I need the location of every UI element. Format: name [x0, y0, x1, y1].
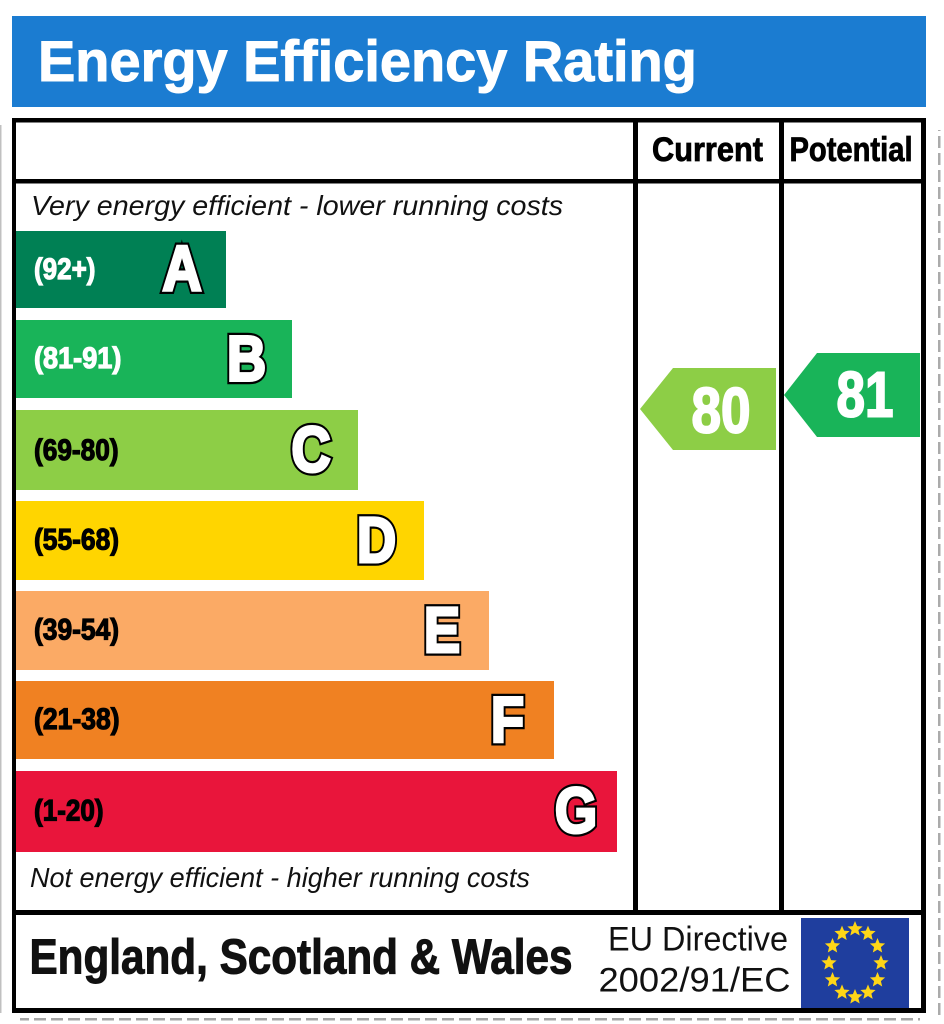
svg-text:Current: Current	[652, 131, 763, 169]
svg-text:G: G	[555, 774, 597, 846]
svg-text:(21-38): (21-38)	[34, 703, 120, 737]
svg-text:Potential: Potential	[789, 130, 912, 169]
svg-text:F: F	[491, 683, 524, 755]
svg-text:80: 80	[691, 376, 750, 447]
svg-text:2002/91/EC: 2002/91/EC	[598, 962, 790, 1000]
svg-text:B: B	[227, 322, 266, 394]
svg-text:C: C	[291, 413, 330, 485]
svg-text:(39-54): (39-54)	[34, 612, 119, 646]
svg-text:C: C	[291, 413, 330, 485]
svg-text:E: E	[424, 594, 460, 666]
svg-text:(81-91): (81-91)	[34, 342, 121, 376]
svg-text:Energy Efficiency Rating: Energy Efficiency Rating	[38, 30, 697, 94]
svg-text:EU Directive: EU Directive	[608, 921, 788, 959]
svg-text:G: G	[555, 774, 597, 846]
svg-text:A: A	[162, 232, 201, 304]
svg-text:(69-80): (69-80)	[34, 432, 119, 466]
svg-text:(55-68): (55-68)	[34, 522, 119, 556]
svg-text:F: F	[491, 683, 524, 755]
svg-text:A: A	[162, 232, 201, 304]
svg-text:D: D	[357, 504, 396, 576]
svg-text:(1-20): (1-20)	[34, 794, 104, 827]
svg-text:Very energy efficient - lower: Very energy efficient - lower running co…	[31, 190, 563, 222]
svg-text:Not energy efficient - higher: Not energy efficient - higher running co…	[30, 862, 530, 894]
svg-text:81: 81	[837, 360, 894, 431]
svg-text:England, Scotland & Wales: England, Scotland & Wales	[30, 930, 573, 985]
svg-text:D: D	[357, 504, 396, 576]
svg-text:E: E	[424, 594, 460, 666]
svg-text:B: B	[227, 322, 266, 394]
svg-text:(92+): (92+)	[34, 252, 95, 285]
